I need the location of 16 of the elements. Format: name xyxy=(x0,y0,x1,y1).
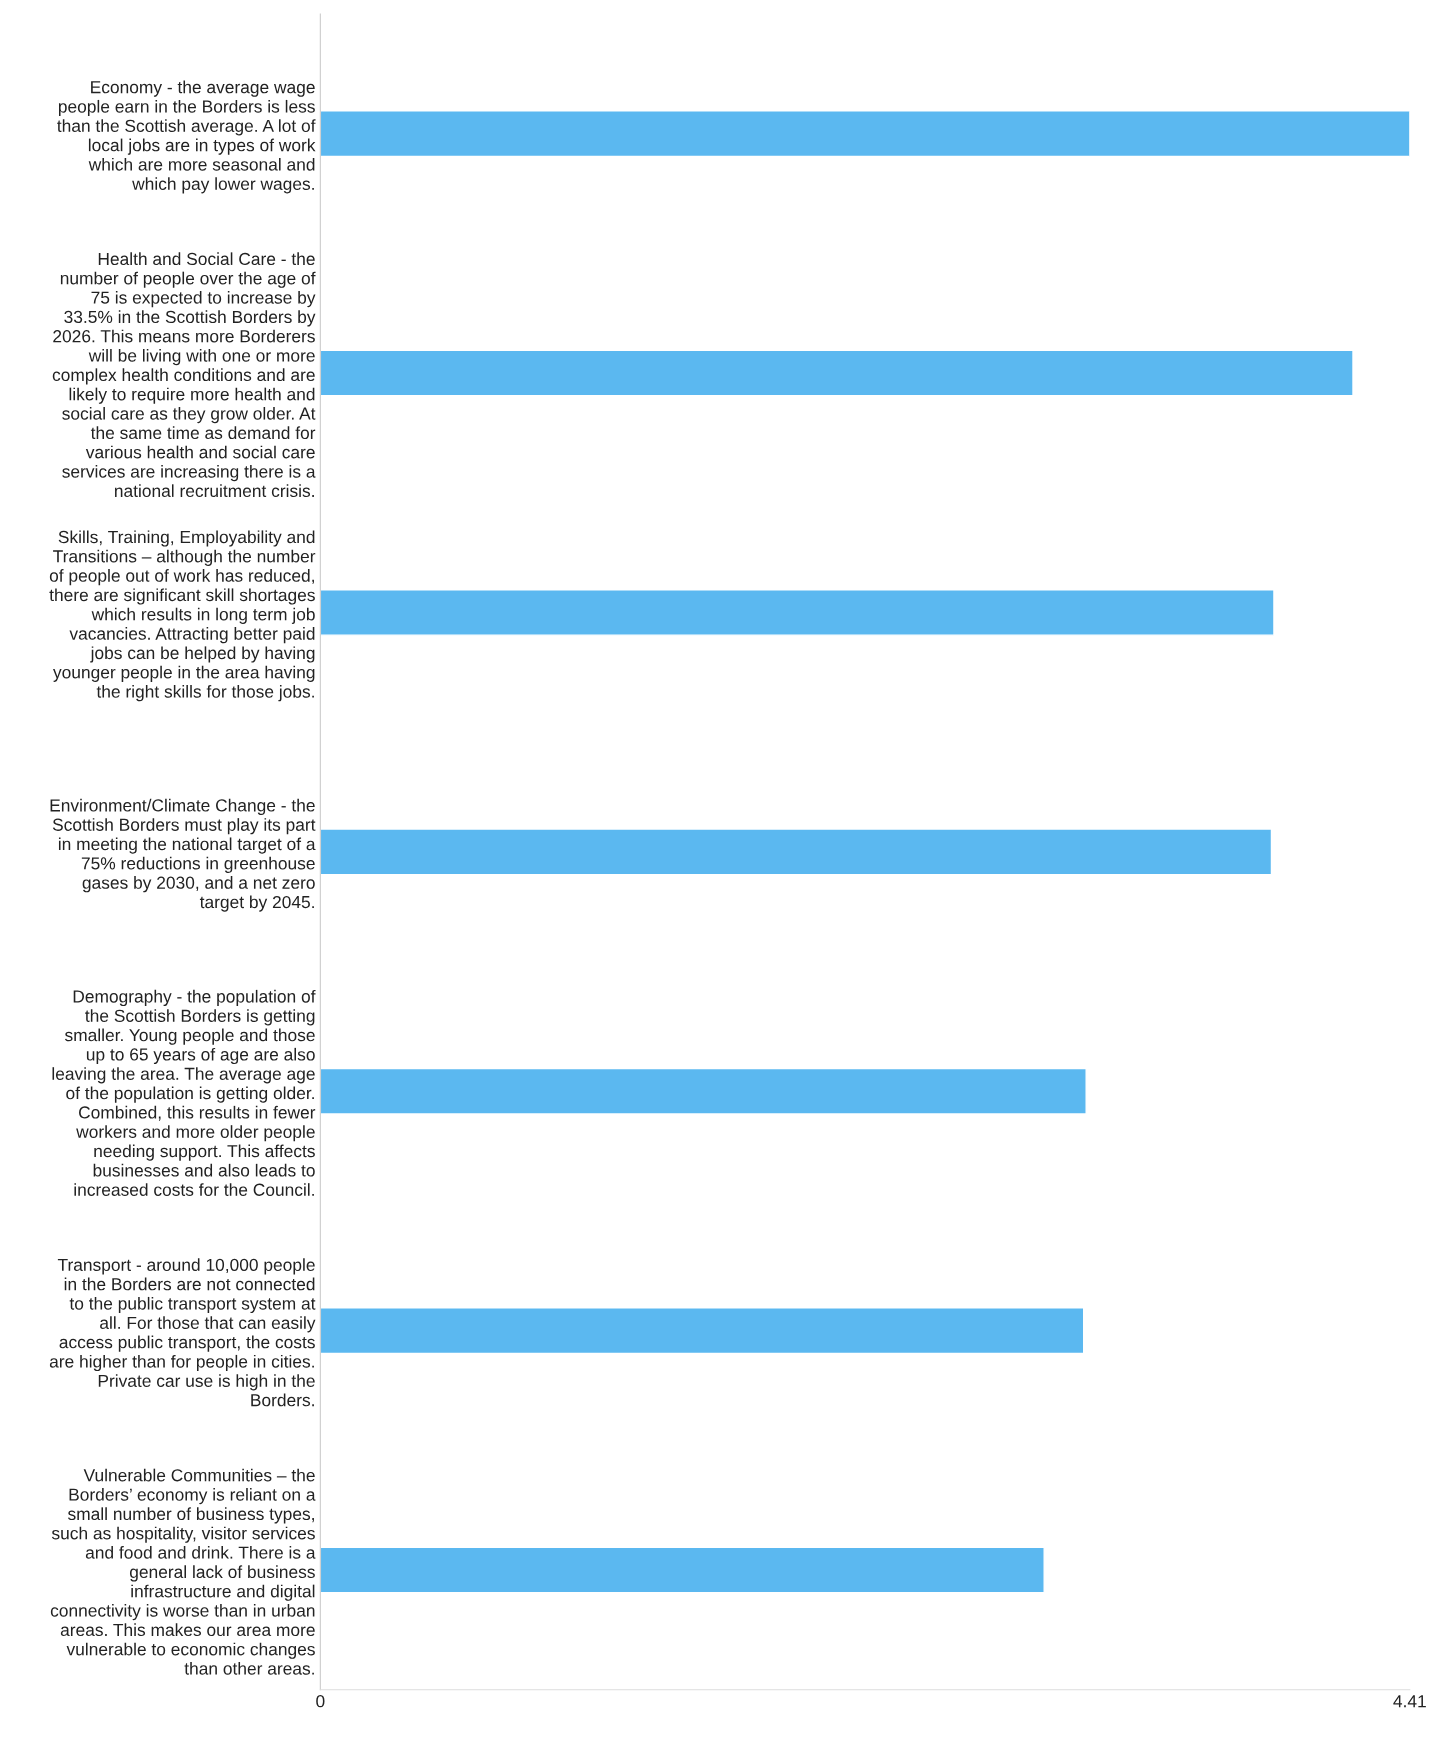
category-label: Health and Social Care - the number of people over the age of 75 is expected to increase by 33.5% in the Scottish Borders by 2026. This means more Borderers will be living with one or more complex health conditions and are likely to require more health and social care as they grow older. At the same time as demand for various health and social care services are increasing there is a national recruitment crisis. xyxy=(52,252,316,498)
y-tick-label: Economy - the average wage people earn in the Borders is less than the Scottish average. A lot of local jobs are in types of work which are more seasonal and which pay lower wages. xyxy=(57,80,316,194)
y-tick-label: Transport - around 10,000 people in the Borders are not connected to the public transport system at all. For those that can easily access public transport, the costs are higher than for people in cities. Private car use is high in the Borders. xyxy=(49,1258,316,1407)
bar xyxy=(320,1307,1085,1355)
bar xyxy=(320,588,1275,636)
category-label: Vulnerable Communities – the Borders’ economy is reliant on a small number of business types, such as hospitality, visitor services and food and drink. There is a general lack of business infrastructure and digital connectivity is worse than in urban areas. This makes our area more vulnerable to economic changes than other areas. xyxy=(50,1468,316,1675)
bar xyxy=(320,1067,1087,1115)
category-label: Demography - the population of the Scottish Borders is getting smaller. Young people and those up to 65 years of age are also leaving the area. The average age of the population is getting older. Combined, this results in fewer workers and more older people needing support. This affects businesses and also leads to increased costs for the Council. xyxy=(52,989,316,1196)
bar xyxy=(320,349,1354,397)
bar xyxy=(320,828,1273,876)
x-tick-label: 0 xyxy=(316,1695,325,1708)
bar xyxy=(320,110,1410,158)
category-label: Skills, Training, Employability and Transitions – although the number of people out of work has reduced, there are significant skill shortages which results in long term job vacancies. Attracting better paid jobs can be helped by having younger people in the area having the right skills for those jobs. xyxy=(49,530,316,702)
y-tick-label: Environment/Climate Change - the Scottish Borders must play its part in meeting the national target of a 75% reductions in greenhouse gases by 2030, and a net zero target by 2045. xyxy=(50,798,316,912)
bar xyxy=(320,1546,1045,1594)
x-tick-label: 4.41 xyxy=(1393,1695,1426,1708)
